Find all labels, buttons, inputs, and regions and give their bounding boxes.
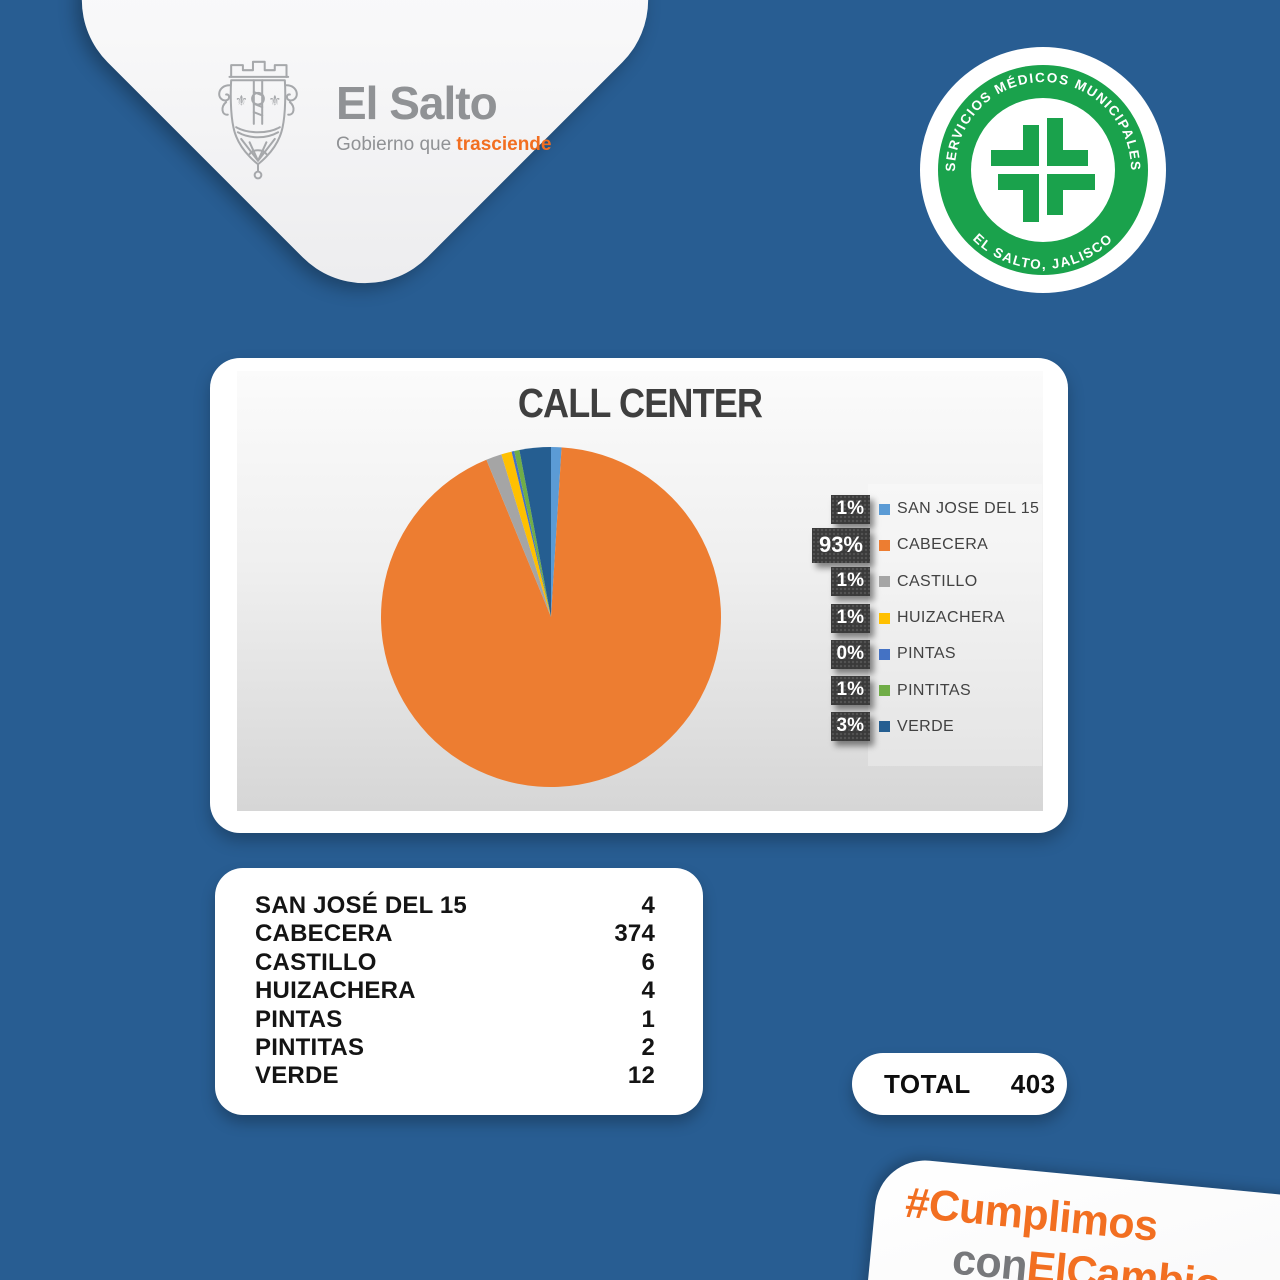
medical-services-seal: SERVICIOS MÉDICOS MUNICIPALES EL SALTO, … [920, 47, 1166, 293]
legend-panel [868, 484, 1042, 766]
legend-color-swatch [879, 503, 890, 515]
legend-row-cabecera: 93% CABECERA [806, 527, 1039, 563]
pie-slice-cabecera [380, 447, 721, 787]
legend-percent-badge: 0% [830, 639, 870, 669]
footer-blob: #Cumplimos conElCambio [849, 1156, 1280, 1280]
table-row-label: HUIZACHERA [255, 977, 416, 1005]
legend-label: VERDE [897, 717, 955, 735]
table-row-label: PINTITAS [255, 1033, 365, 1061]
table-row-label: CASTILLO [255, 948, 377, 976]
table-row-value: 2 [641, 1033, 655, 1061]
table-row-value: 4 [641, 892, 655, 919]
medical-cross-icon [991, 118, 1095, 222]
legend-percent-cell: 1% [806, 494, 870, 524]
legend-color-swatch [879, 576, 890, 588]
chart-title: CALL CENTER [517, 380, 763, 426]
legend-percent-badge: 1% [830, 494, 870, 524]
svg-text:⚜: ⚜ [268, 93, 281, 109]
total-value: 403 [1010, 1068, 1056, 1099]
table-row: HUIZACHERA 4 [255, 977, 655, 1005]
legend-percent-cell: 1% [806, 603, 870, 633]
legend-percent-badge: 1% [830, 676, 870, 706]
table-row-value: 1 [641, 1005, 655, 1033]
footer-con: con [950, 1235, 1030, 1280]
summary-table-card: SAN JOSÉ DEL 15 4 CABECERA 374 CASTILLO 6 HUIZ… [215, 868, 703, 1115]
table-row-label: CABECERA [255, 920, 393, 948]
table-row-value: 374 [614, 920, 655, 948]
legend-color-swatch [879, 612, 890, 624]
legend-percent-badge: 3% [830, 712, 870, 742]
seal-inner-circle [971, 98, 1115, 242]
el-salto-logo: ⚜ ⚜ El Salto Gobierno que trasciende [206, 55, 551, 181]
legend-percent-cell: 1% [806, 676, 870, 706]
pie-chart [380, 447, 721, 787]
logo-text-block: El Salto Gobierno que trasciende [336, 80, 551, 156]
chart-card: CALL CENTER 1% SAN JOSE DEL 15 93% CABECERA… [210, 358, 1068, 833]
legend-label: SAN JOSE DEL 15 [897, 500, 1040, 518]
legend-row-verde: 3% VERDE [806, 709, 1039, 745]
legend-percent-cell: 93% [806, 527, 870, 563]
pie-slice-castillo [486, 454, 551, 617]
legend-label: CASTILLO [897, 572, 978, 590]
legend-label: PINTAS [897, 645, 957, 663]
table-row: PINTAS 1 [255, 1006, 655, 1034]
legend-percent-cell: 0% [806, 639, 870, 669]
logo-title: El Salto [336, 77, 498, 129]
legend-percent-badge: 93% [811, 527, 870, 563]
total-label: TOTAL [884, 1068, 971, 1099]
table-row-value: 4 [641, 977, 655, 1005]
table-row: PINTITAS 2 [255, 1034, 655, 1062]
table-row: VERDE 12 [255, 1062, 655, 1090]
pie-slice-pintas [511, 451, 551, 617]
table-row-label: PINTAS [255, 1005, 343, 1033]
logo-subtitle: Gobierno que trasciende [336, 134, 551, 156]
legend-label: HUIZACHERA [897, 609, 1006, 627]
legend-percent-badge: 1% [830, 567, 870, 597]
legend-color-swatch [879, 648, 890, 660]
total-pill: TOTAL 403 [852, 1053, 1067, 1115]
table-row: CABECERA 374 [255, 920, 655, 948]
logo-subtitle-prefix: Gobierno que [336, 134, 457, 155]
chart-legend: 1% SAN JOSE DEL 15 93% CABECERA 1% CASTILLO 1%… [806, 491, 1039, 745]
pie-slice-verde [519, 447, 551, 617]
legend-row-castillo: 1% CASTILLO [806, 564, 1039, 600]
legend-percent-cell: 1% [806, 567, 870, 597]
legend-row-pintas: 0% PINTAS [806, 636, 1039, 672]
table-row-label: SAN JOSÉ DEL 15 [255, 892, 467, 919]
table-row-label: VERDE [255, 1062, 339, 1090]
table-row-value: 12 [627, 1062, 655, 1090]
legend-color-swatch [879, 721, 890, 733]
legend-color-swatch [879, 685, 890, 697]
logo-subtitle-accent: trasciende [456, 134, 552, 155]
table-row-value: 6 [641, 948, 655, 976]
table-row: CASTILLO 6 [255, 949, 655, 977]
legend-row-san-jose-del-15: 1% SAN JOSE DEL 15 [806, 491, 1039, 527]
legend-percent-cell: 3% [806, 712, 870, 742]
legend-row-pintitas: 1% PINTITAS [806, 672, 1039, 708]
pie-slice-san-jose-del-15 [551, 447, 562, 617]
table-row: SAN JOSÉ DEL 15 4 [255, 892, 655, 920]
coat-of-arms-icon: ⚜ ⚜ [218, 60, 298, 180]
pie-slice-huizachera [501, 451, 551, 617]
legend-color-swatch [879, 539, 890, 551]
pie-slice-pintitas [514, 449, 551, 617]
svg-text:⚜: ⚜ [235, 93, 248, 109]
legend-row-huizachera: 1% HUIZACHERA [806, 600, 1039, 636]
legend-percent-badge: 1% [830, 603, 870, 633]
legend-label: PINTITAS [897, 681, 972, 699]
legend-label: CABECERA [897, 536, 989, 554]
